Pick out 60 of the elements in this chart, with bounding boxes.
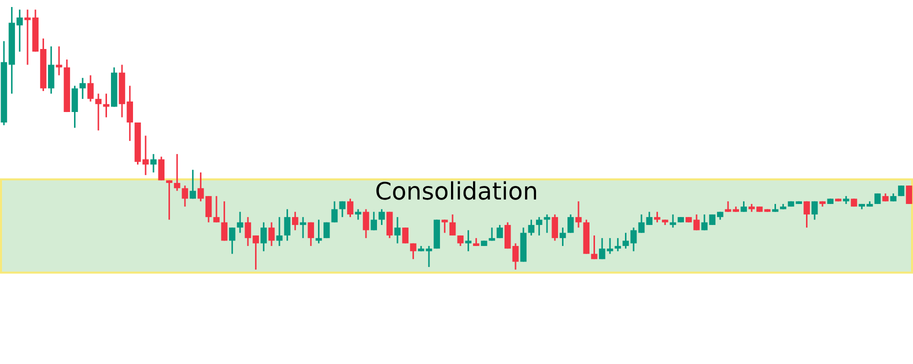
candlestick <box>150 153 157 174</box>
candlestick <box>724 200 732 213</box>
candlestick <box>284 208 290 242</box>
candlestick <box>213 195 220 224</box>
candlestick <box>560 226 566 247</box>
candlestick <box>48 46 54 94</box>
candlestick <box>804 200 810 228</box>
candlestick <box>236 211 244 234</box>
candlestick <box>426 245 432 268</box>
candlestick <box>292 211 298 231</box>
candlestick <box>354 208 362 220</box>
candlestick <box>300 216 306 239</box>
candlestick <box>567 214 574 234</box>
candlestick <box>87 74 94 102</box>
candlestick <box>536 216 542 236</box>
candlestick <box>190 169 196 200</box>
candlestick <box>449 214 456 236</box>
candlestick <box>378 208 385 226</box>
candlestick <box>268 222 275 247</box>
candlestick <box>670 214 676 228</box>
candlestick <box>654 211 660 224</box>
candlestick <box>442 218 448 234</box>
candlestick <box>370 211 378 231</box>
candlestick <box>166 180 172 220</box>
candlestick <box>362 208 370 239</box>
candlestick <box>221 200 228 242</box>
candlestick <box>394 216 401 244</box>
candlestick <box>79 77 86 100</box>
candlestick <box>465 229 472 252</box>
candlestick <box>331 200 338 224</box>
candlestick <box>260 222 267 252</box>
candlestick <box>229 226 236 255</box>
candlestick <box>740 200 747 213</box>
candlestick <box>72 85 78 129</box>
candlestick <box>410 242 416 260</box>
candlestick <box>591 234 598 260</box>
candlestick <box>308 222 314 247</box>
candlestick <box>339 200 346 218</box>
candlestick <box>347 198 354 218</box>
candlestick <box>103 92 110 118</box>
candlestick <box>182 184 188 208</box>
candlestick <box>488 226 496 242</box>
candlestick <box>496 224 503 239</box>
candlestick <box>906 184 912 205</box>
candlestick <box>544 214 550 234</box>
candlestick <box>528 218 534 236</box>
candlestick <box>56 46 62 76</box>
candlestick <box>575 200 582 228</box>
band-label: Consolidation <box>374 178 538 206</box>
candlestick <box>402 226 408 244</box>
candlestick <box>24 8 31 66</box>
candlestick <box>95 92 102 132</box>
candlestick <box>614 237 621 252</box>
candlestick <box>552 214 558 242</box>
candlestick <box>174 153 180 192</box>
candlestick <box>276 216 283 247</box>
candlestick <box>316 218 322 244</box>
candlestick <box>158 156 164 182</box>
candlestick <box>811 200 818 220</box>
candlestick <box>386 211 393 239</box>
